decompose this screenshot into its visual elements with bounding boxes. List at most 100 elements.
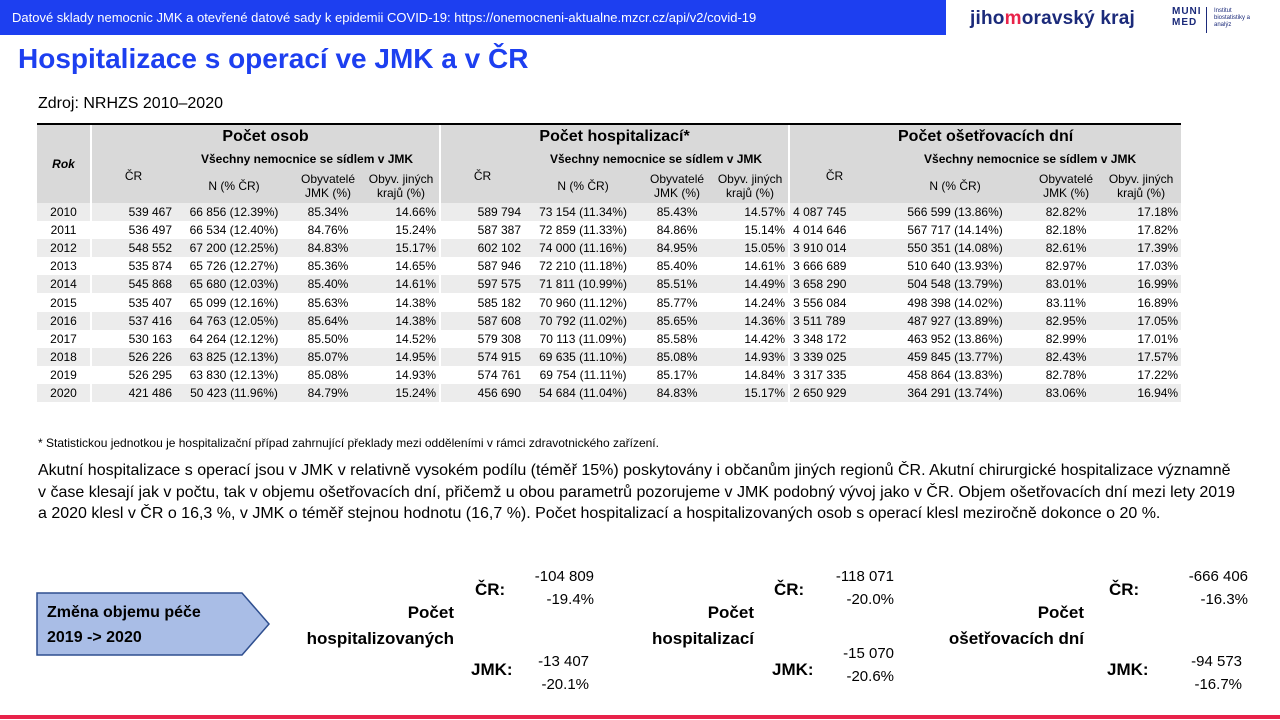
table-cell: 82.78% — [1031, 365, 1102, 384]
table-cell: 70 960 (11.12%) — [524, 293, 643, 312]
table-cell: 14.93% — [363, 365, 441, 384]
metric-title-hospitalizaci: Počet hospitalizací — [651, 603, 754, 648]
table-cell: 535 874 — [90, 257, 175, 276]
table-cell: 85.08% — [642, 347, 713, 366]
table-cell: 3 348 172 — [788, 329, 880, 348]
table-cell: 65 680 (12.03%) — [175, 275, 293, 294]
table-cell: 85.50% — [293, 329, 363, 348]
year-cell: 2011 — [37, 221, 91, 240]
cr-change-value: -104 809 -19.4% — [534, 568, 594, 608]
year-cell: 2019 — [37, 365, 91, 384]
table-cell: 16.89% — [1101, 293, 1182, 312]
sub-header: Všechny nemocnice se sídlem v JMK — [175, 149, 441, 169]
sub-header: Všechny nemocnice se sídlem v JMK — [879, 149, 1182, 169]
group-header-osetrovaci-dny: Počet ošetřovacích dní — [788, 123, 1182, 149]
table-cell: 54 684 (11.04%) — [524, 383, 643, 403]
col-header-other: Obyv. jiných krajů (%) — [1101, 169, 1182, 203]
table-cell: 463 952 (13.86%) — [879, 329, 1032, 348]
table-cell: 530 163 — [90, 329, 175, 348]
table-cell: 17.05% — [1101, 311, 1182, 330]
table-cell: 64 763 (12.05%) — [175, 311, 293, 330]
table-cell: 63 830 (12.13%) — [175, 365, 293, 384]
table-cell: 83.11% — [1031, 293, 1102, 312]
table-cell: 83.06% — [1031, 383, 1102, 403]
year-cell: 2015 — [37, 293, 91, 312]
year-cell: 2017 — [37, 329, 91, 348]
table-cell: 67 200 (12.25%) — [175, 239, 293, 258]
year-cell: 2010 — [37, 203, 91, 222]
jmk-label: JMK: — [1107, 660, 1149, 679]
table-cell: 364 291 (13.74%) — [879, 383, 1032, 403]
table-cell: 84.76% — [293, 221, 363, 240]
table-cell: 84.83% — [293, 239, 363, 258]
table-cell: 14.66% — [363, 203, 441, 222]
table-cell: 85.17% — [642, 365, 713, 384]
bottom-accent-line — [0, 715, 1280, 719]
metric-title-osetrovacich-dni: Počet ošetřovacích dní — [948, 603, 1084, 648]
table-cell: 85.40% — [642, 257, 713, 276]
table-row: 2012 548 552 67 200 (12.25%) 84.83% 15.17% 60… — [37, 239, 1182, 258]
table-cell: 85.64% — [293, 311, 363, 330]
jmk-logo: jihomoravský kraj — [970, 8, 1136, 29]
institute-logo-text: Institut biostatistiky a analýz — [1214, 8, 1251, 28]
cr-change-value: -666 406 -16.3% — [1188, 568, 1248, 608]
table-cell: 70 113 (11.09%) — [524, 329, 643, 348]
table-cell: 3 556 084 — [788, 293, 880, 312]
table-cell: 545 868 — [90, 275, 175, 294]
table-cell: 3 910 014 — [788, 239, 880, 258]
table-cell: 14.49% — [712, 275, 790, 294]
table-cell: 587 946 — [439, 257, 525, 276]
jmk-change-value: -94 573 -16.7% — [1191, 653, 1242, 693]
table-cell: 2 650 929 — [788, 383, 880, 403]
table-body: 2010 539 467 66 856 (12.39%) 85.34% 14.66% 58… — [37, 203, 1182, 403]
table-cell: 602 102 — [439, 239, 525, 258]
col-header-jmk: Obyvatelé JMK (%) — [293, 169, 363, 203]
table-cell: 65 726 (12.27%) — [175, 257, 293, 276]
table-cell: 14.38% — [363, 311, 441, 330]
cr-label: ČR: — [774, 580, 805, 599]
jmk-label: JMK: — [772, 660, 814, 679]
table-cell: 85.40% — [293, 275, 363, 294]
col-header-rok: Rok — [37, 123, 91, 203]
table-row: 2011 536 497 66 534 (12.40%) 84.76% 15.24% 58… — [37, 221, 1182, 240]
col-header-other: Obyv. jiných krajů (%) — [363, 169, 441, 203]
table-cell: 574 915 — [439, 347, 525, 366]
col-header-cr: ČR — [439, 149, 525, 203]
table-cell: 15.17% — [712, 383, 790, 403]
table-cell: 72 859 (11.33%) — [524, 221, 643, 240]
table-cell: 510 640 (13.93%) — [879, 257, 1032, 276]
table-row: 2015 535 407 65 099 (12.16%) 85.63% 14.38% 58… — [37, 293, 1182, 312]
table-cell: 456 690 — [439, 383, 525, 403]
table-cell: 14.24% — [712, 293, 790, 312]
table-cell: 526 295 — [90, 365, 175, 384]
col-header-n: N (% ČR) — [879, 169, 1032, 203]
table-cell: 421 486 — [90, 383, 175, 403]
table-cell: 85.43% — [642, 203, 713, 222]
year-cell: 2016 — [37, 311, 91, 330]
table-cell: 458 864 (13.83%) — [879, 365, 1032, 384]
table-cell: 82.95% — [1031, 311, 1102, 330]
table-cell: 72 210 (11.18%) — [524, 257, 643, 276]
muni-med-logo: MUNI MED — [1172, 6, 1202, 28]
col-header-n: N (% ČR) — [175, 169, 293, 203]
table-cell: 597 575 — [439, 275, 525, 294]
statistics-table: Rok Počet osob Počet hospitalizací* Poče… — [37, 123, 1182, 403]
table-cell: 69 754 (11.11%) — [524, 365, 643, 384]
table-cell: 14.57% — [712, 203, 790, 222]
table-row: 2019 526 295 63 830 (12.13%) 85.08% 14.93% 57… — [37, 365, 1182, 384]
table-cell: 70 792 (11.02%) — [524, 311, 643, 330]
top-banner: Datové sklady nemocnic JMK a otevřené da… — [0, 0, 946, 35]
table-cell: 567 717 (14.14%) — [879, 221, 1032, 240]
table-cell: 504 548 (13.79%) — [879, 275, 1032, 294]
table-cell: 14.65% — [363, 257, 441, 276]
table-cell: 536 497 — [90, 221, 175, 240]
group-header-osoby: Počet osob — [89, 123, 441, 149]
table-cell: 85.36% — [293, 257, 363, 276]
table-cell: 16.94% — [1101, 383, 1182, 403]
cr-label: ČR: — [475, 580, 506, 599]
table-cell: 71 811 (10.99%) — [524, 275, 643, 294]
table-cell: 64 264 (12.12%) — [175, 329, 293, 348]
summary-paragraph: Akutní hospitalizace s operací jsou v JM… — [38, 462, 1235, 522]
table-cell: 550 351 (14.08%) — [879, 239, 1032, 258]
col-header-cr: ČR — [90, 149, 175, 203]
